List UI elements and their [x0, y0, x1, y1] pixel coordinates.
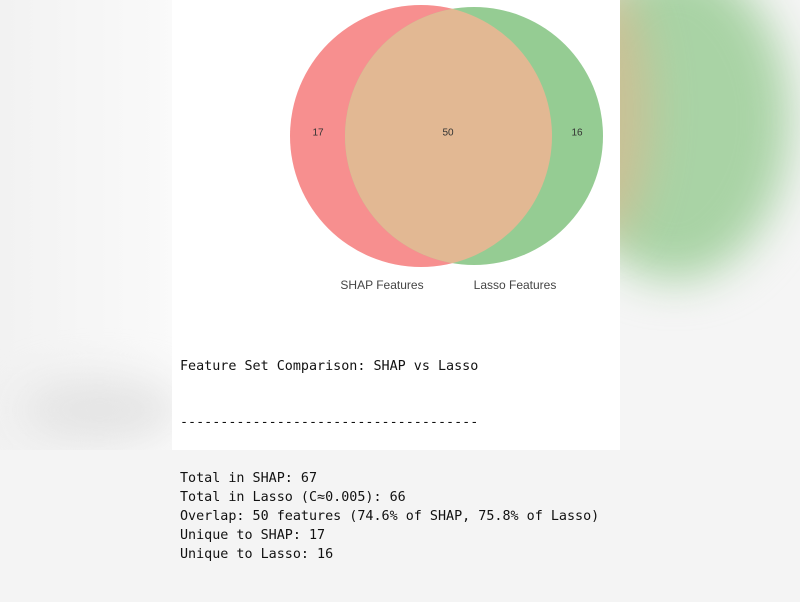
- console-line: Unique to Lasso: 16: [180, 546, 334, 562]
- blur-shape: [20, 380, 180, 440]
- screenshot: 17 50 16 SHAP Features Lasso Features Featur…: [0, 0, 800, 562]
- console-lines: Total in SHAP: 67 Total in Lasso (C≈0.005…: [180, 470, 599, 564]
- console-output: Feature Set Comparison: SHAP vs Lasso --…: [180, 320, 599, 602]
- region-label: 17: [312, 128, 324, 139]
- console-line: Overlap: 50 features (74.6% of SHAP, 75.…: [180, 508, 600, 524]
- region-label: 16: [571, 128, 583, 139]
- set-label: SHAP Features: [340, 278, 423, 292]
- venn-chart: 17 50 16 SHAP Features Lasso Features: [290, 5, 603, 292]
- console-line: Total in Lasso (C≈0.005): 66: [180, 490, 406, 506]
- blurred-background: [620, 0, 800, 450]
- blurred-background: [0, 0, 180, 450]
- set-label: Lasso Features: [474, 278, 557, 292]
- console-line: Total in SHAP: 67: [180, 471, 318, 487]
- region-label: 50: [442, 128, 454, 139]
- console-line: Unique to SHAP: 17: [180, 527, 326, 543]
- console-separator: -------------------------------------: [180, 414, 479, 430]
- console-title: Feature Set Comparison: SHAP vs Lasso: [180, 358, 479, 374]
